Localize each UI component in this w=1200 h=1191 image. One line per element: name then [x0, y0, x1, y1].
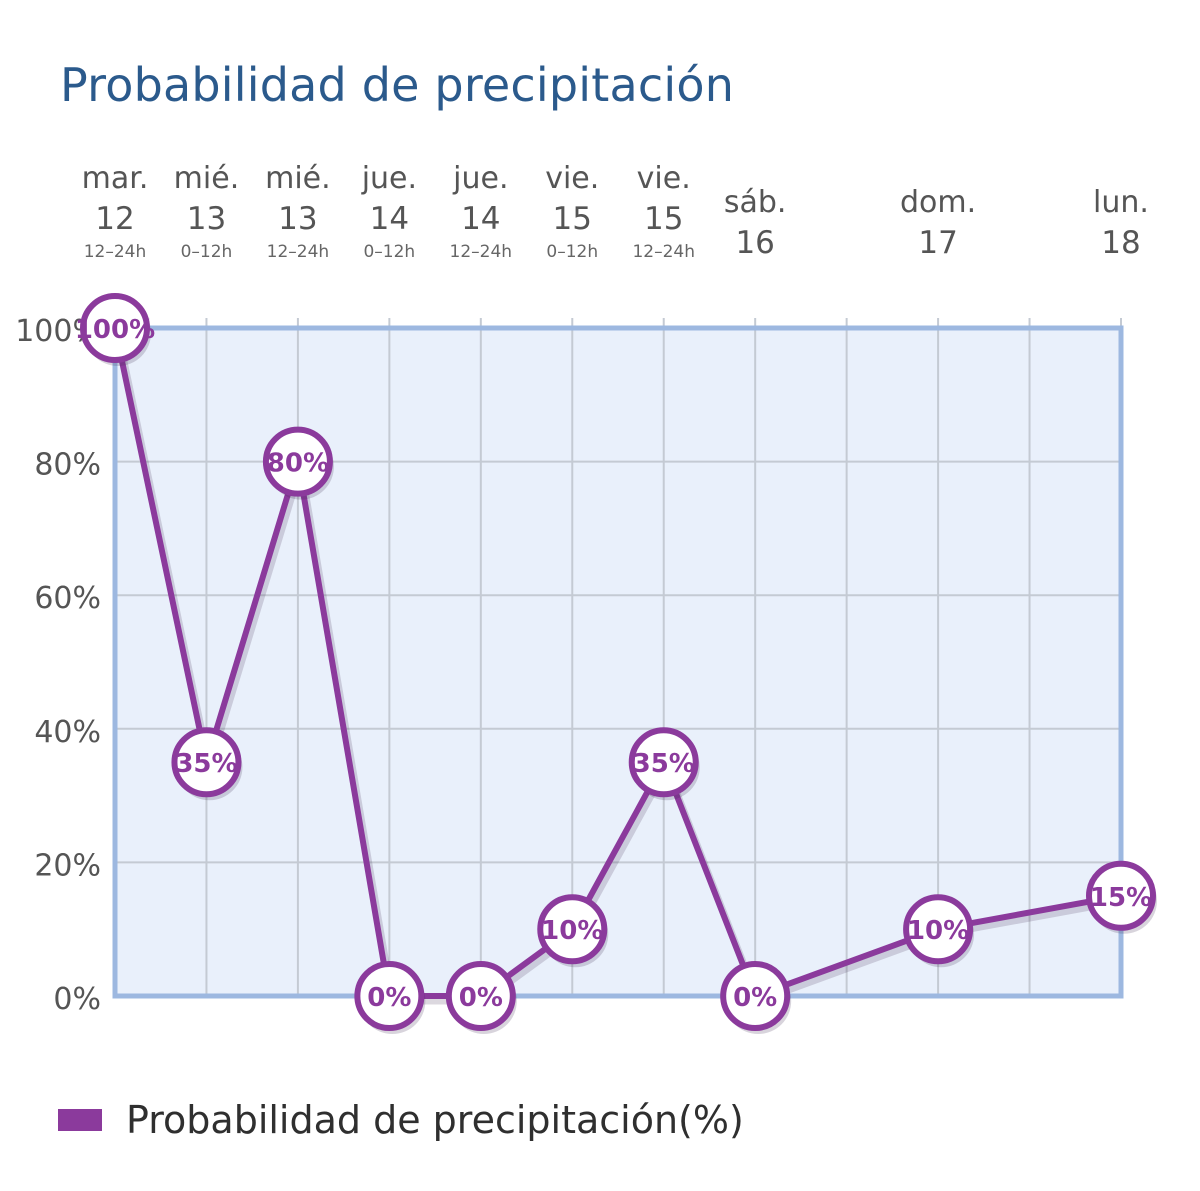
- data-point: [537, 894, 608, 965]
- x-label-day: jue.: [361, 161, 417, 196]
- data-label: 10%: [907, 916, 969, 946]
- x-label-period: 0–12h: [363, 242, 415, 262]
- x-label-date: 18: [1101, 225, 1140, 261]
- x-label-date: 13: [187, 201, 226, 237]
- plot-border: [112, 325, 1124, 999]
- data-label: 35%: [175, 749, 237, 779]
- data-label: 35%: [633, 749, 695, 779]
- x-label-date: 17: [918, 225, 957, 261]
- data-point: [903, 894, 974, 965]
- y-tick-label: 0%: [53, 982, 101, 1017]
- y-tick-label: 20%: [34, 848, 101, 883]
- x-label-period: 0–12h: [546, 242, 598, 262]
- data-point: [262, 426, 333, 497]
- series-line-shadow: [114, 332, 1125, 1005]
- legend-swatch: [58, 1109, 102, 1131]
- data-label: 100%: [75, 315, 155, 345]
- x-label-period: 0–12h: [181, 242, 233, 262]
- data-point: [354, 961, 425, 1031]
- data-label: 0%: [367, 983, 411, 1013]
- data-label: 0%: [459, 983, 503, 1013]
- data-point: [720, 961, 791, 1031]
- data-point: [445, 961, 516, 1031]
- x-label-day: jue.: [452, 161, 508, 196]
- x-label-date: 13: [278, 201, 317, 237]
- x-label-day: mié.: [265, 161, 331, 196]
- x-label-date: 14: [370, 201, 409, 237]
- data-point: [628, 727, 699, 798]
- x-label-day: sáb.: [724, 185, 787, 220]
- x-label-day: vie.: [545, 161, 599, 196]
- x-label-date: 15: [644, 201, 683, 237]
- x-label-day: mié.: [174, 161, 240, 196]
- chart-legend: Probabilidad de precipitación(%): [58, 1098, 744, 1142]
- x-label-date: 16: [735, 225, 774, 261]
- x-label-period: 12–24h: [84, 242, 147, 262]
- x-label-date: 14: [461, 201, 500, 237]
- x-label-day: mar.: [82, 161, 149, 196]
- chart-title: Probabilidad de precipitación: [60, 58, 735, 112]
- x-label-period: 12–24h: [450, 242, 513, 262]
- data-point: [1086, 860, 1156, 931]
- y-tick-label: 40%: [34, 715, 101, 750]
- x-label-period: 12–24h: [632, 242, 695, 262]
- x-label-period: 12–24h: [267, 242, 330, 262]
- data-label: 10%: [541, 916, 603, 946]
- data-point: [80, 293, 150, 363]
- y-tick-label: 60%: [34, 581, 101, 616]
- data-label: 15%: [1090, 883, 1152, 913]
- plot-area: [115, 328, 1121, 996]
- x-label-date: 12: [95, 201, 134, 237]
- x-label-day: lun.: [1093, 185, 1149, 220]
- x-label-day: dom.: [900, 185, 976, 220]
- data-label: 80%: [267, 449, 329, 479]
- x-label-day: vie.: [637, 161, 691, 196]
- x-label-date: 15: [553, 201, 592, 237]
- y-tick-label: 80%: [34, 448, 101, 483]
- data-point: [171, 727, 242, 798]
- series-line: [112, 325, 1124, 999]
- data-label: 0%: [733, 983, 777, 1013]
- legend-label: Probabilidad de precipitación(%): [126, 1098, 744, 1142]
